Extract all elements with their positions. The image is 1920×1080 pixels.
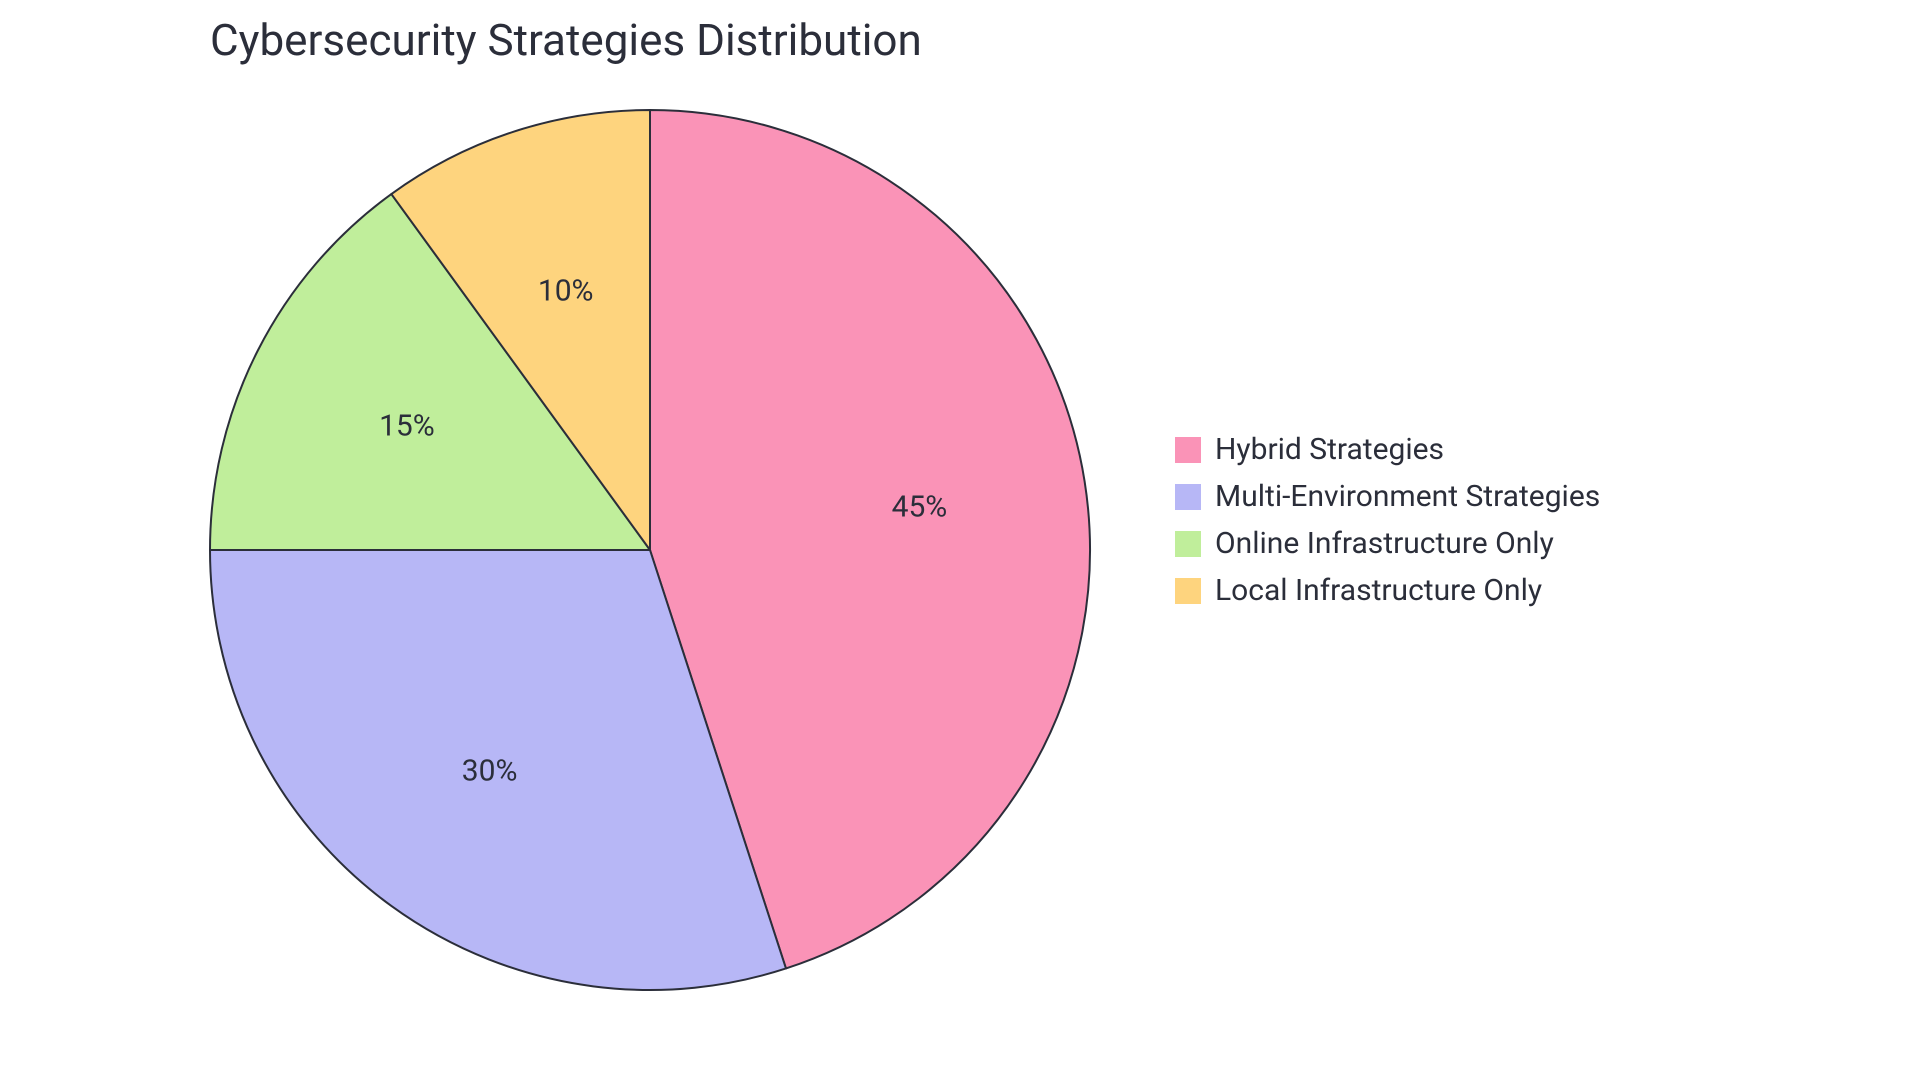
legend-item: Local Infrastructure Only bbox=[1175, 573, 1600, 608]
pie-svg bbox=[208, 108, 1092, 992]
pie-slice-label: 10% bbox=[538, 273, 594, 308]
pie-chart: 45% 30% 15% 10% bbox=[208, 108, 1092, 992]
pie-slice-label: 30% bbox=[462, 753, 518, 788]
legend-swatch bbox=[1175, 437, 1201, 463]
legend: Hybrid Strategies Multi-Environment Strat… bbox=[1175, 432, 1600, 608]
legend-label: Multi-Environment Strategies bbox=[1215, 479, 1600, 514]
legend-swatch bbox=[1175, 531, 1201, 557]
chart-root: Cybersecurity Strategies Distribution 45… bbox=[0, 0, 1920, 1080]
legend-item: Hybrid Strategies bbox=[1175, 432, 1600, 467]
legend-label: Online Infrastructure Only bbox=[1215, 526, 1554, 561]
legend-label: Hybrid Strategies bbox=[1215, 432, 1444, 467]
pie-slice-label: 15% bbox=[379, 409, 435, 444]
legend-swatch bbox=[1175, 484, 1201, 510]
legend-label: Local Infrastructure Only bbox=[1215, 573, 1542, 608]
legend-item: Multi-Environment Strategies bbox=[1175, 479, 1600, 514]
chart-title: Cybersecurity Strategies Distribution bbox=[210, 14, 922, 66]
legend-item: Online Infrastructure Only bbox=[1175, 526, 1600, 561]
pie-slice-label: 45% bbox=[892, 490, 948, 525]
legend-swatch bbox=[1175, 578, 1201, 604]
